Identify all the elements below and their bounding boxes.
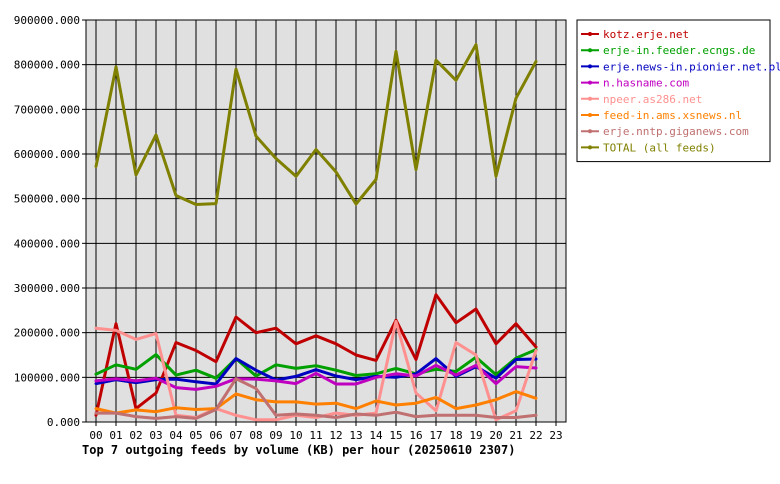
y-tick-label: 100000.000 xyxy=(14,371,80,384)
legend-marker xyxy=(588,113,592,117)
y-tick-label: 500000.000 xyxy=(14,193,80,206)
legend-label: TOTAL (all feeds) xyxy=(603,141,716,154)
legend-marker xyxy=(588,48,592,53)
x-tick-label: 14 xyxy=(369,429,383,442)
y-tick-label: 0.000 xyxy=(47,416,80,429)
x-tick-label: 22 xyxy=(529,429,542,442)
y-tick-label: 600000.000 xyxy=(14,148,80,161)
series-line xyxy=(94,390,538,415)
y-tick-label: 900000.000 xyxy=(14,14,80,27)
x-tick-label: 19 xyxy=(469,429,482,442)
legend-label: erje.news-in.pionier.net.pl xyxy=(603,60,780,73)
plot-area: 0.000 100000.000 200000.000 300000.000 40000… xyxy=(14,14,567,442)
x-tick-label: 05 xyxy=(189,429,202,442)
legend-label: erje-in.feeder.ecngs.de xyxy=(603,44,755,57)
x-tick-label: 08 xyxy=(249,429,262,442)
x-tick-label: 09 xyxy=(269,429,282,442)
legend-marker xyxy=(588,32,592,36)
y-tick-label: 800000.000 xyxy=(14,59,80,72)
plot-background xyxy=(86,20,566,422)
legend-label: npeer.as286.net xyxy=(603,93,702,106)
x-tick-label: 21 xyxy=(509,429,522,442)
x-tick-label: 06 xyxy=(209,429,222,442)
plot-frame xyxy=(85,19,567,423)
x-tick-label: 12 xyxy=(329,429,342,442)
series-line xyxy=(94,293,538,417)
x-tick-label: 03 xyxy=(149,429,162,442)
series-line xyxy=(94,377,538,420)
x-tick-label: 01 xyxy=(109,429,122,442)
x-tick-label: 18 xyxy=(449,429,462,442)
chart-title: Top 7 outgoing feeds by volume (KB) per … xyxy=(82,443,516,457)
x-tick-label: 23 xyxy=(549,429,562,442)
x-tick-label: 15 xyxy=(389,429,402,442)
x-tick-label: 10 xyxy=(289,429,302,442)
x-tick-label: 20 xyxy=(489,429,502,442)
x-tick-label: 11 xyxy=(309,429,322,442)
x-tick-label: 07 xyxy=(229,429,242,442)
legend-label: erje.nntp.giganews.com xyxy=(603,125,749,138)
legend-marker xyxy=(588,64,592,69)
legend-label: feed-in.ams.xsnews.nl xyxy=(603,109,742,122)
x-tick-label: 02 xyxy=(129,429,142,442)
y-tick-label: 200000.000 xyxy=(14,327,80,340)
series-line xyxy=(94,348,538,380)
legend-marker xyxy=(588,96,592,101)
y-tick-label: 700000.000 xyxy=(14,103,80,116)
legend-box xyxy=(576,19,771,163)
legend-marker xyxy=(588,80,592,85)
y-tick-label: 400000.000 xyxy=(14,237,80,250)
legend-label: n.hasname.com xyxy=(603,77,689,90)
y-tick-label: 300000.000 xyxy=(14,282,80,295)
legend-marker xyxy=(588,129,592,134)
series-line xyxy=(94,320,538,422)
legend-label: kotz.erje.net xyxy=(603,28,689,41)
legend: kotz.erje.net erje-in.feeder.ecngs.de erje… xyxy=(576,19,780,163)
x-tick-label: 13 xyxy=(349,429,362,442)
series-line xyxy=(94,43,538,206)
x-tick-label: 17 xyxy=(429,429,442,442)
x-tick-label: 00 xyxy=(89,429,102,442)
x-tick-label: 16 xyxy=(409,429,422,442)
x-tick-label: 04 xyxy=(169,429,183,442)
legend-marker xyxy=(588,145,592,150)
